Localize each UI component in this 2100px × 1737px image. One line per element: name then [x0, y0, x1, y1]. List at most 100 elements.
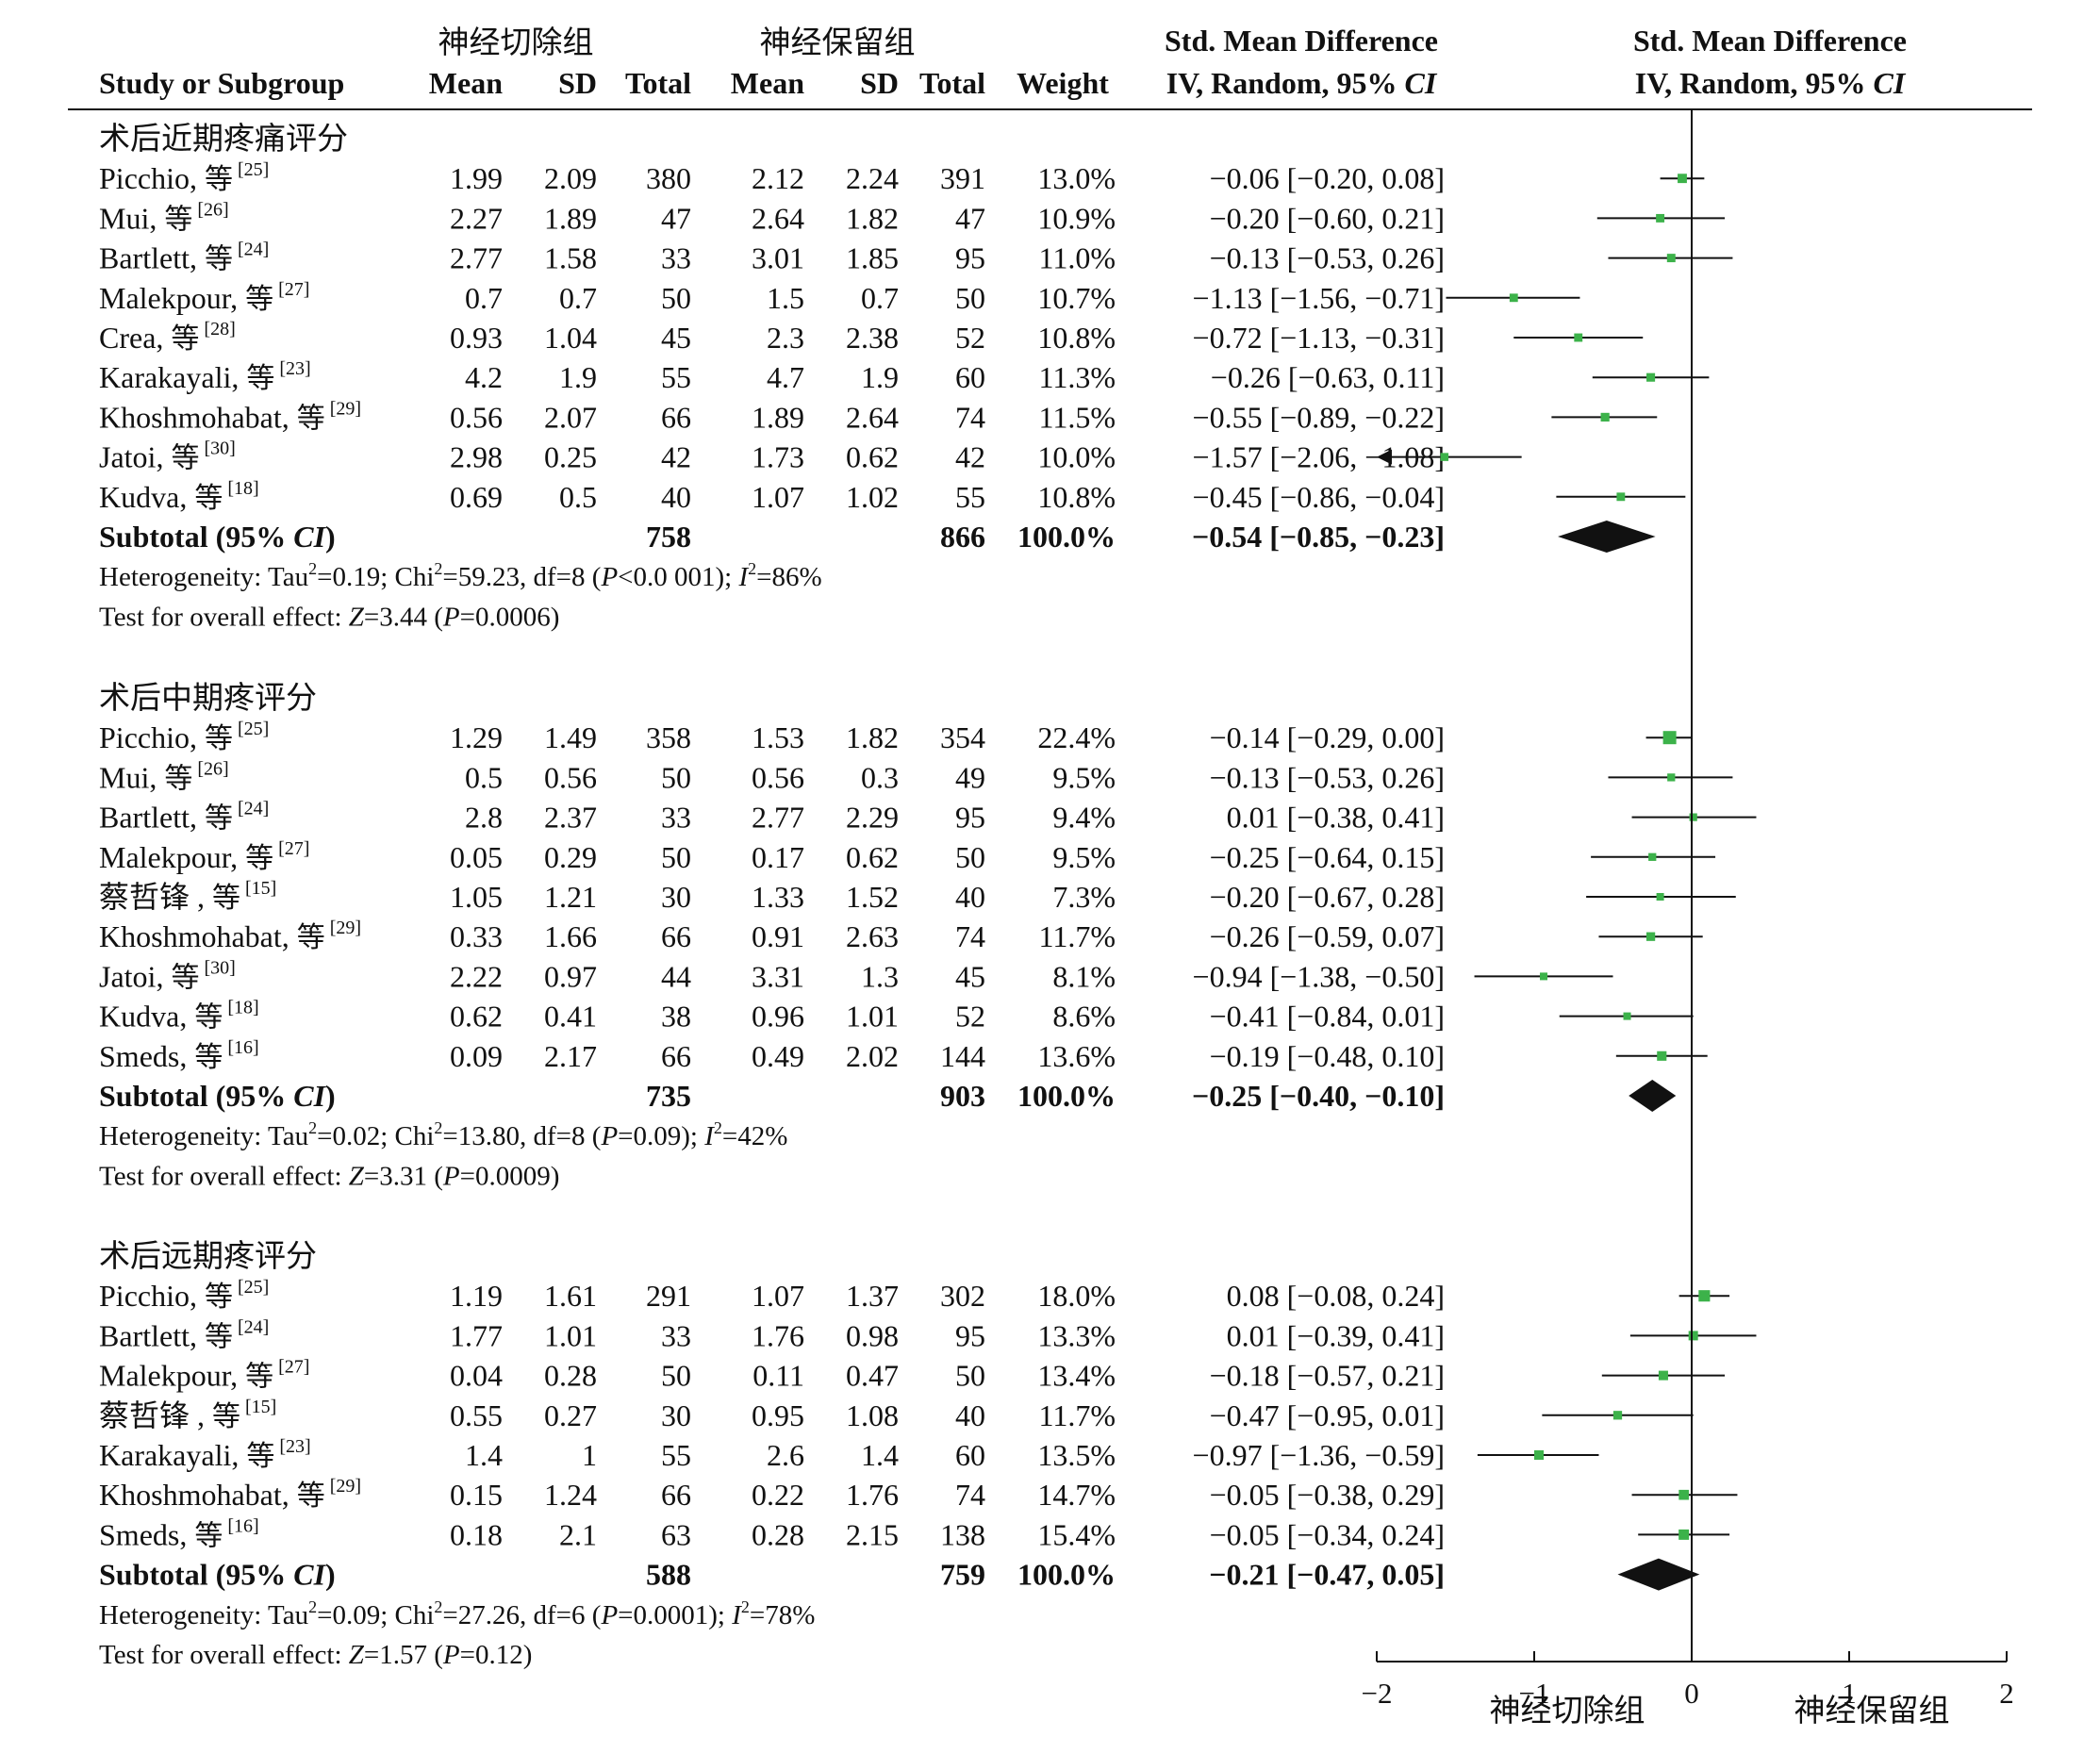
study-name-g1-4: Malekpour, 等 [27]: [99, 279, 309, 316]
mean2-g2-6: 0.91: [752, 919, 804, 953]
mean1-g1-2: 2.27: [450, 201, 503, 235]
sd2-g3-1: 1.37: [846, 1279, 899, 1313]
mean1-g1-9: 0.69: [450, 480, 503, 514]
mean2-g2-8: 0.96: [752, 1000, 804, 1034]
total2-g1-5: 52: [955, 321, 985, 355]
total2-g1-6: 60: [955, 360, 985, 394]
mean2-g2-4: 0.17: [752, 840, 804, 874]
subtotal-total2-2: 903: [940, 1079, 985, 1113]
overall-effect-2: Test for overall effect: Z=3.31 (P=0.000…: [99, 1161, 559, 1191]
mean1-g2-9: 0.09: [450, 1039, 503, 1073]
heterogeneity-3: Heterogeneity: Tau2=0.09; Chi2=27.26, df…: [99, 1597, 815, 1630]
sd2-g3-4: 1.08: [846, 1398, 899, 1432]
ci-text-g1-5: −0.72 [−1.13, −0.31]: [1193, 321, 1445, 355]
ci-text-g3-1: 0.08 [−0.08, 0.24]: [1227, 1279, 1445, 1313]
sd2-g3-3: 0.47: [846, 1359, 899, 1393]
point-estimate-g2-9: [1657, 1050, 1667, 1061]
total2-g2-8: 52: [955, 1000, 985, 1034]
ci-text-g2-6: −0.26 [−0.59, 0.07]: [1210, 919, 1445, 953]
sd1-g3-6: 1.24: [544, 1478, 597, 1512]
total1-g2-7: 44: [661, 959, 691, 993]
weight-g3-5: 13.5%: [1037, 1438, 1116, 1472]
total2-g2-5: 40: [955, 880, 985, 914]
total1-g1-7: 66: [661, 400, 691, 434]
study-name-g3-6: Khoshmohabat, 等 [29]: [99, 1476, 361, 1513]
mean1-g2-7: 2.22: [450, 959, 503, 993]
total1-g1-6: 55: [661, 360, 691, 394]
total2-g2-6: 74: [955, 919, 985, 953]
sd2-g2-7: 1.3: [861, 959, 899, 993]
total1-g2-2: 50: [661, 760, 691, 794]
sd2-g2-5: 1.52: [846, 880, 899, 914]
weight-g3-3: 13.4%: [1037, 1359, 1116, 1393]
sd2-g1-2: 1.82: [846, 201, 899, 235]
weight-g2-1: 22.4%: [1037, 720, 1116, 754]
ci-text-g2-4: −0.25 [−0.64, 0.15]: [1210, 840, 1445, 874]
total2-g1-4: 50: [955, 281, 985, 315]
point-estimate-g2-8: [1623, 1012, 1631, 1020]
point-estimate-g1-9: [1616, 492, 1626, 502]
subtotal-diamond-3: [1617, 1558, 1700, 1591]
study-name-g1-1: Picchio, 等 [25]: [99, 159, 269, 196]
mean1-g3-3: 0.04: [450, 1359, 503, 1393]
subtotal-weight-1: 100.0%: [1017, 520, 1116, 554]
ci-arrow-g1-8: [1377, 449, 1392, 465]
total1-g2-8: 38: [661, 1000, 691, 1034]
study-name-g1-8: Jatoi, 等 [30]: [99, 438, 236, 475]
point-estimate-g3-4: [1612, 1411, 1623, 1420]
total2-g2-3: 95: [955, 801, 985, 835]
study-name-g2-1: Picchio, 等 [25]: [99, 719, 269, 755]
sd2-g1-5: 2.38: [846, 321, 899, 355]
mean1-g2-4: 0.05: [450, 840, 503, 874]
total1-g1-9: 40: [661, 480, 691, 514]
point-estimate-g2-7: [1540, 972, 1548, 981]
weight-g1-5: 10.8%: [1037, 321, 1116, 355]
ci-text-g2-5: −0.20 [−0.67, 0.28]: [1210, 880, 1445, 914]
col-mean2-header: Mean: [731, 66, 804, 100]
group1-header: 神经切除组: [438, 25, 594, 60]
x-tick-label-4: 1: [1842, 1677, 1857, 1710]
total1-g3-6: 66: [661, 1478, 691, 1512]
sd1-g2-4: 0.29: [544, 840, 597, 874]
study-name-g1-7: Khoshmohabat, 等 [29]: [99, 398, 361, 435]
total2-g1-8: 42: [955, 440, 985, 474]
mean2-g1-2: 2.64: [752, 201, 804, 235]
mean1-g1-1: 1.99: [450, 161, 503, 195]
subtotal-ci-text-1: −0.54 [−0.85, −0.23]: [1192, 520, 1445, 554]
weight-g2-9: 13.6%: [1037, 1039, 1116, 1073]
col-weight-header: Weight: [1017, 66, 1109, 100]
sd1-g3-1: 1.61: [544, 1279, 597, 1313]
sd1-g1-9: 0.5: [559, 480, 597, 514]
col-mean1-header: Mean: [429, 66, 503, 100]
ci-text-g1-9: −0.45 [−0.86, −0.04]: [1193, 480, 1445, 514]
subtotal-total1-3: 588: [646, 1558, 691, 1592]
subtotal-diamond-2: [1629, 1080, 1677, 1112]
subtotal-ci-text-2: −0.25 [−0.40, −0.10]: [1192, 1079, 1445, 1113]
sd1-g1-3: 1.58: [544, 241, 597, 275]
sd1-g1-2: 1.89: [544, 201, 597, 235]
ci-text-g1-3: −0.13 [−0.53, 0.26]: [1210, 241, 1445, 275]
sd1-g2-9: 2.17: [544, 1039, 597, 1073]
study-name-g1-3: Bartlett, 等 [24]: [99, 240, 269, 276]
sd1-g3-4: 0.27: [544, 1398, 597, 1432]
point-estimate-g3-1: [1698, 1290, 1711, 1302]
smd-method-right: IV, Random, 95% CI: [1635, 66, 1907, 100]
ci-text-g1-1: −0.06 [−0.20, 0.08]: [1210, 161, 1445, 195]
ci-text-g3-3: −0.18 [−0.57, 0.21]: [1210, 1359, 1445, 1393]
point-estimate-g1-7: [1600, 412, 1610, 422]
col-sd2-header: SD: [860, 66, 899, 100]
study-name-g2-4: Malekpour, 等 [27]: [99, 838, 309, 875]
group2-header: 神经保留组: [760, 25, 916, 60]
weight-g2-7: 8.1%: [1052, 959, 1116, 993]
sd2-g1-6: 1.9: [861, 360, 899, 394]
total1-g2-1: 358: [646, 720, 691, 754]
mean1-g2-8: 0.62: [450, 1000, 503, 1034]
study-name-g1-2: Mui, 等 [26]: [99, 199, 229, 236]
ci-text-g3-4: −0.47 [−0.95, 0.01]: [1210, 1398, 1445, 1432]
x-tick-label-3: 0: [1684, 1677, 1699, 1710]
weight-g2-5: 7.3%: [1052, 880, 1116, 914]
mean1-g3-2: 1.77: [450, 1318, 503, 1352]
study-name-g2-5: 蔡哲锋 , 等 [15]: [99, 878, 276, 915]
sd2-g3-5: 1.4: [861, 1438, 899, 1472]
ci-text-g3-2: 0.01 [−0.39, 0.41]: [1227, 1318, 1445, 1352]
